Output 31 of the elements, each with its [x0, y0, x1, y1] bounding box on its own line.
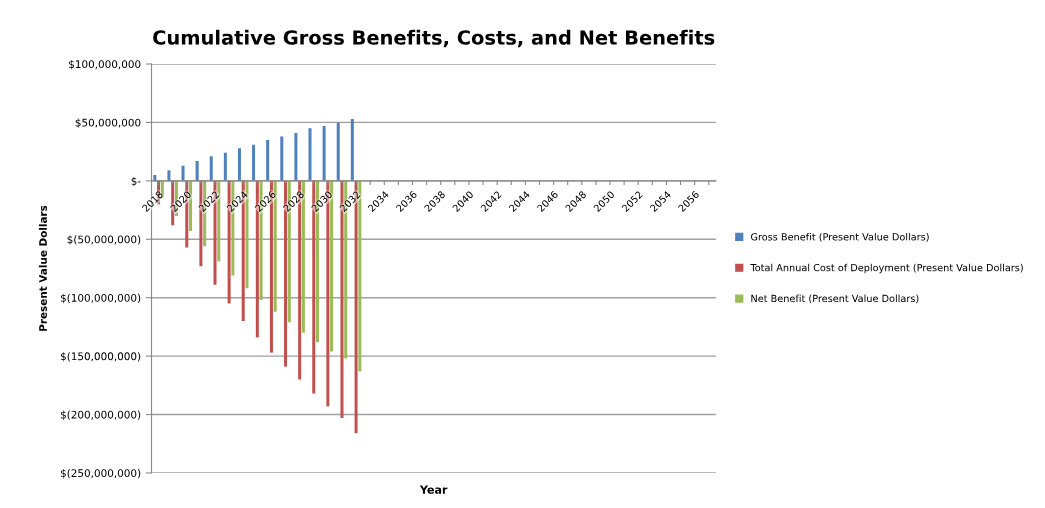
bar: [237, 148, 241, 181]
y-tick-label: $(50,000,000): [67, 235, 141, 245]
bar: [209, 156, 213, 181]
legend-label: Net Benefit (Present Value Dollars): [751, 294, 919, 304]
bar: [195, 160, 199, 181]
chart-title: Cumulative Gross Benefits, Costs, and Net Benefits: [153, 29, 715, 48]
bar: [266, 139, 270, 181]
y-tick-label: $(100,000,000): [60, 293, 141, 304]
bar: [189, 180, 193, 232]
bar: [181, 165, 185, 181]
bar: [294, 132, 298, 181]
bar: [223, 152, 227, 181]
legend-label: Gross Benefit (Present Value Dollars): [750, 232, 929, 242]
y-tick-label: $100,000,000: [69, 60, 141, 70]
legend-label: Total Annual Cost of Deployment (Present Value Dollars): [750, 263, 1023, 274]
bar: [330, 180, 334, 352]
y-tick-label: $(150,000,000): [60, 352, 141, 362]
bar: [322, 125, 326, 181]
bar: [280, 136, 284, 181]
bar: [167, 170, 171, 181]
bar: [245, 180, 249, 289]
y-axis-title: Present Value Dollars: [38, 205, 47, 331]
bar: [336, 122, 340, 181]
y-tick-label: $50,000,000: [75, 118, 141, 128]
bar: [252, 144, 256, 181]
y-tick-label: $(200,000,000): [60, 410, 141, 421]
bar: [350, 118, 354, 181]
y-tick-label: $-: [131, 176, 141, 187]
y-tick-label: $(250,000,000): [60, 468, 141, 479]
bar: [308, 128, 312, 181]
x-axis-title: Year: [419, 485, 448, 494]
